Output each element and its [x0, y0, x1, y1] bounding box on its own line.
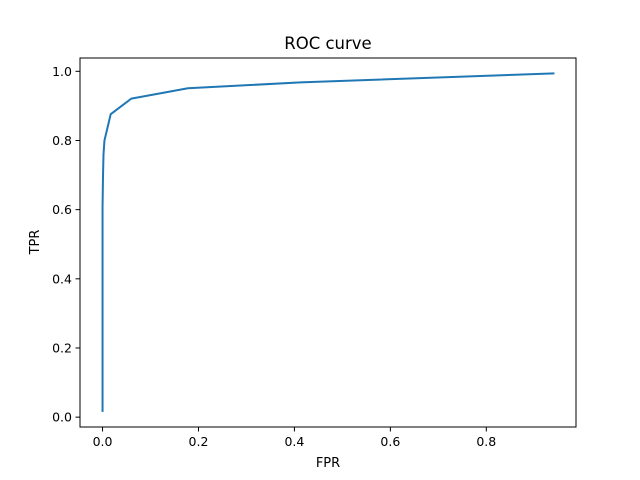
chart-title: ROC curve [284, 34, 371, 53]
series-group [101, 72, 555, 412]
x-tick-label: 0.0 [93, 434, 113, 449]
x-tick-label: 0.4 [284, 434, 304, 449]
x-tick-label: 0.6 [380, 434, 400, 449]
axis-ticks: 0.0 0.2 0.4 0.6 0.8 0.0 0.2 0.4 0.6 0.8 1.0 [52, 64, 496, 449]
y-tick-label: 0.0 [52, 410, 72, 425]
y-tick-label: 0.6 [52, 202, 72, 217]
y-tick-label: 0.4 [52, 271, 72, 286]
x-tick-label: 0.8 [476, 434, 496, 449]
y-tick-label: 0.8 [52, 133, 72, 148]
axes-frame [79, 57, 577, 428]
y-axis-label: TPR [28, 230, 43, 256]
x-axis-label: FPR [316, 456, 340, 471]
y-tick-label: 1.0 [52, 64, 72, 79]
x-tick-label: 0.2 [189, 434, 209, 449]
roc-series-line [101, 72, 555, 412]
y-tick-label: 0.2 [52, 340, 72, 355]
